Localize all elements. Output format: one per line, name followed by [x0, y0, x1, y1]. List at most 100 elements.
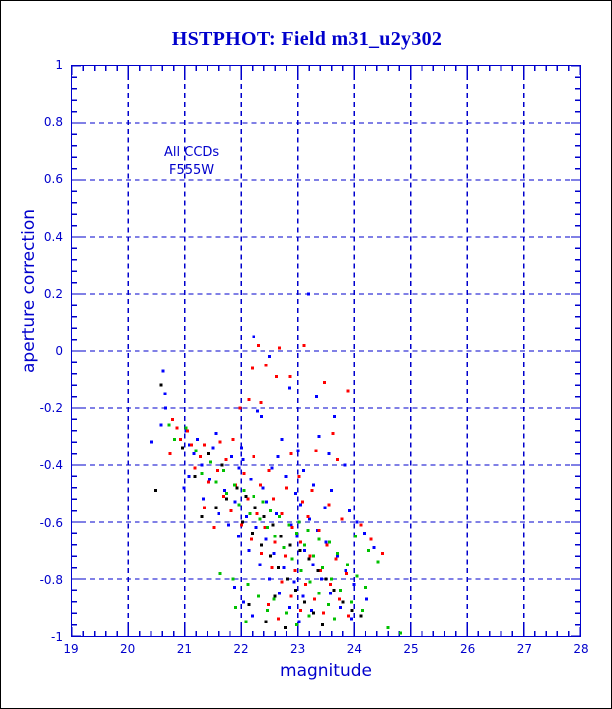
data-point — [335, 551, 339, 555]
data-point — [348, 509, 352, 513]
data-point — [221, 469, 225, 473]
data-point — [272, 497, 276, 501]
data-point — [334, 557, 338, 561]
data-point — [273, 594, 277, 598]
data-point — [317, 537, 321, 541]
data-point — [303, 543, 307, 547]
data-point — [307, 292, 310, 296]
data-point — [311, 563, 315, 567]
data-point — [240, 520, 244, 524]
data-point — [365, 597, 369, 601]
data-point — [263, 526, 267, 530]
data-point — [352, 583, 356, 587]
data-point — [366, 549, 370, 552]
data-point — [203, 443, 207, 447]
data-point — [241, 457, 245, 461]
data-point — [313, 597, 317, 601]
data-point — [268, 577, 272, 581]
data-point — [192, 452, 196, 456]
data-point — [299, 503, 303, 507]
data-point — [317, 435, 321, 438]
x-tick-label: 19 — [63, 642, 79, 656]
data-point — [380, 551, 384, 555]
data-point — [297, 520, 301, 524]
data-point — [238, 406, 242, 410]
data-point — [247, 397, 251, 401]
data-point — [317, 529, 321, 533]
data-point — [260, 543, 264, 547]
data-point — [264, 537, 268, 541]
data-point — [308, 554, 312, 558]
data-point — [255, 511, 259, 515]
y-tick-label: -0.8 — [39, 572, 63, 587]
x-tick-label: 23 — [290, 642, 306, 656]
data-point — [256, 409, 260, 413]
data-point — [273, 540, 277, 544]
x-tick-label: 20 — [120, 642, 136, 656]
data-point — [301, 594, 305, 598]
data-point — [344, 571, 348, 575]
data-point — [222, 489, 226, 493]
axis-ticks — [71, 65, 581, 637]
data-point — [203, 506, 207, 510]
data-point — [225, 497, 229, 501]
data-point — [202, 497, 206, 501]
data-point — [242, 489, 246, 493]
data-point — [295, 534, 299, 538]
data-point — [327, 503, 331, 507]
data-point — [252, 494, 256, 498]
data-point — [284, 486, 288, 490]
data-point — [249, 477, 253, 481]
data-point — [286, 577, 290, 581]
data-point — [207, 452, 211, 456]
x-tick-label: 26 — [460, 642, 476, 656]
y-tick-label: 0.2 — [43, 286, 63, 301]
data-point — [326, 603, 330, 607]
data-point — [349, 600, 353, 604]
data-point — [246, 497, 250, 501]
data-point — [182, 486, 186, 490]
data-point — [327, 452, 331, 456]
data-point — [216, 469, 220, 473]
scatter-points — [150, 292, 403, 635]
data-point — [324, 577, 328, 581]
data-point — [309, 608, 313, 612]
data-point — [325, 543, 329, 547]
data-point — [212, 526, 216, 530]
data-point — [329, 591, 333, 595]
data-point — [260, 415, 264, 419]
data-point — [231, 577, 235, 581]
plot-annotation: All CCDs F555W — [164, 144, 219, 180]
data-point — [332, 588, 336, 592]
data-point — [194, 449, 198, 453]
data-point — [251, 366, 255, 370]
data-point — [244, 514, 248, 518]
data-point — [289, 594, 293, 598]
data-point — [264, 363, 268, 367]
x-tick-label: 24 — [346, 642, 362, 656]
data-point — [335, 457, 339, 461]
data-point — [269, 509, 273, 513]
data-point — [280, 511, 284, 515]
data-point — [261, 486, 265, 490]
data-point — [214, 432, 218, 436]
y-tick-label: 1 — [55, 58, 63, 72]
data-point — [376, 560, 380, 564]
data-point — [265, 608, 269, 612]
y-tick-label: -0.6 — [39, 515, 63, 530]
data-point — [233, 586, 237, 590]
data-point — [332, 617, 336, 621]
y-axis-title: aperture correction — [19, 209, 39, 373]
data-point — [249, 537, 253, 541]
data-point — [369, 537, 373, 541]
data-point — [237, 503, 241, 507]
y-tick-label: 0.8 — [43, 115, 63, 130]
data-point — [298, 549, 302, 552]
data-point — [283, 625, 287, 629]
data-point — [316, 529, 320, 533]
data-point — [287, 606, 291, 609]
data-point — [254, 526, 258, 530]
data-point — [181, 446, 185, 450]
data-point — [317, 591, 321, 595]
data-point — [248, 511, 252, 515]
